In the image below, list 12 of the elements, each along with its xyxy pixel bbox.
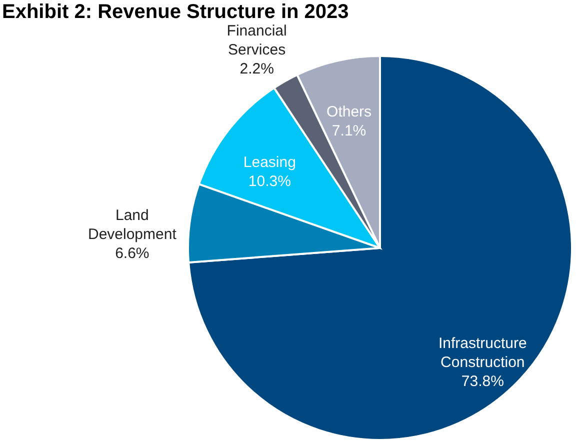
data-label: 73.8% bbox=[461, 373, 504, 390]
slice-label: Leasing bbox=[243, 154, 296, 171]
data-label: 6.6% bbox=[115, 245, 150, 262]
data-label: 2.2% bbox=[240, 60, 274, 78]
data-label: 10.3% bbox=[248, 172, 291, 190]
chart-title: Exhibit 2: Revenue Structure in 2023 bbox=[2, 1, 349, 23]
slice-label: Financial Services bbox=[226, 22, 287, 58]
slice-label: Land Development bbox=[88, 207, 178, 244]
slice-label: Infrastructure Construction bbox=[438, 335, 527, 372]
data-label: 7.1% bbox=[332, 122, 366, 140]
pie-slice bbox=[188, 55, 573, 441]
slice-label: Others bbox=[326, 103, 372, 120]
